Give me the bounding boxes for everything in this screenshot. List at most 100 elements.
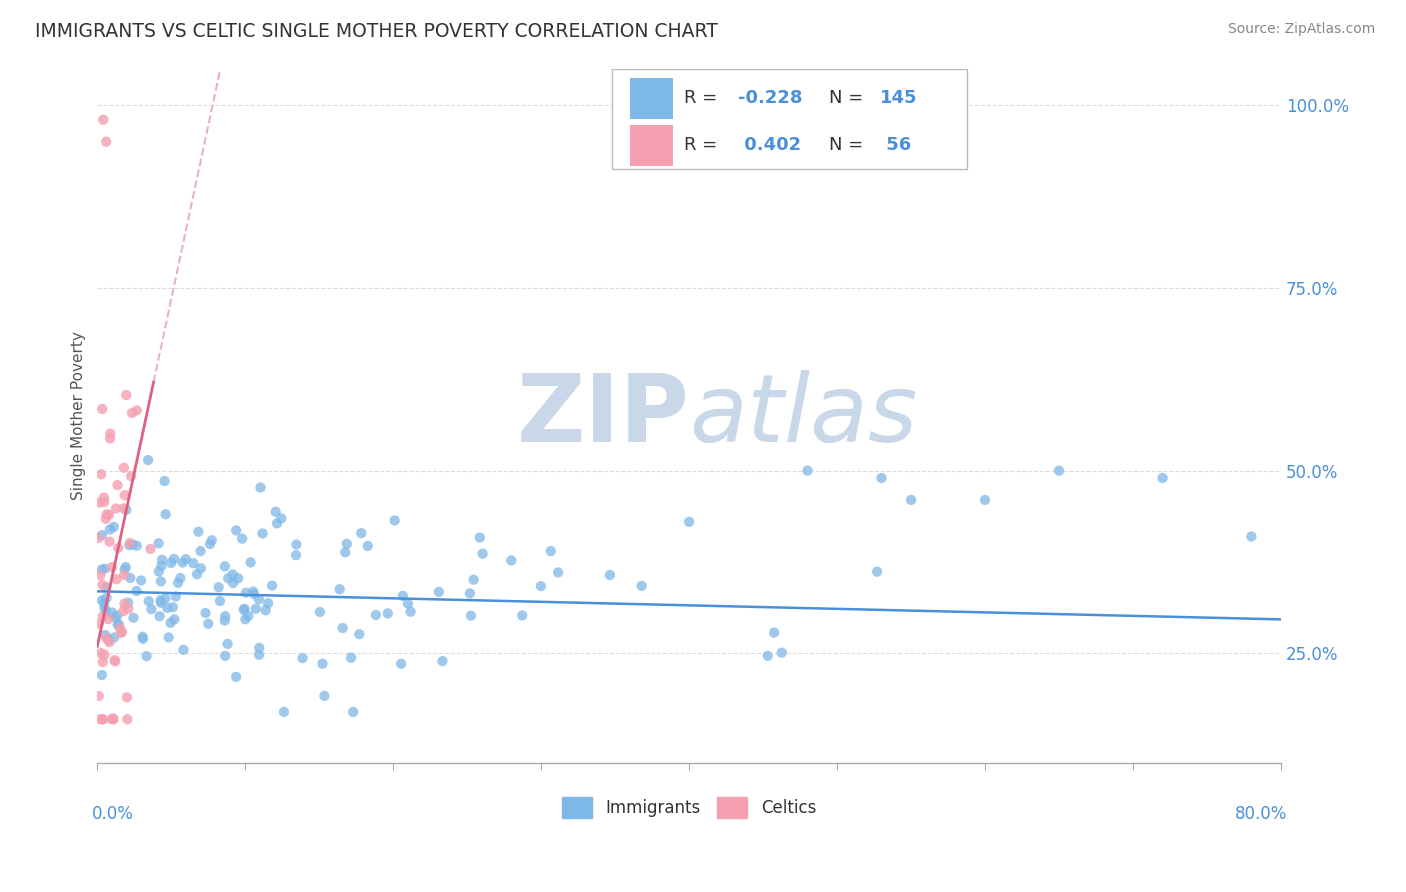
Point	[89, 568, 111, 582]
FancyBboxPatch shape	[612, 69, 967, 169]
Point	[233, 601, 256, 615]
Point	[460, 608, 482, 623]
Text: N =: N =	[828, 136, 863, 154]
Point	[309, 605, 332, 619]
Point	[217, 571, 239, 585]
Point	[108, 621, 131, 635]
Point	[194, 606, 217, 620]
Point	[245, 602, 267, 616]
Point	[974, 492, 997, 507]
Point	[225, 524, 247, 538]
Point	[226, 571, 249, 585]
Point	[121, 537, 143, 551]
Point	[249, 481, 271, 495]
Point	[233, 612, 256, 626]
Point	[162, 600, 184, 615]
Point	[90, 467, 112, 482]
Point	[156, 600, 179, 615]
Point	[167, 575, 190, 590]
Point	[103, 631, 125, 645]
Point	[132, 632, 155, 646]
Point	[96, 591, 118, 605]
Point	[153, 474, 176, 488]
Point	[1240, 529, 1263, 543]
Point	[222, 567, 245, 582]
Point	[350, 526, 373, 541]
Point	[94, 604, 117, 618]
Point	[357, 539, 380, 553]
Point	[98, 431, 121, 445]
Point	[201, 533, 224, 548]
Text: R =: R =	[685, 89, 724, 107]
Y-axis label: Single Mother Poverty: Single Mother Poverty	[72, 332, 86, 500]
Point	[377, 607, 399, 621]
Point	[94, 628, 117, 642]
Point	[118, 536, 141, 550]
Point	[364, 608, 387, 623]
Point	[239, 556, 262, 570]
Point	[160, 556, 183, 570]
Point	[238, 608, 260, 623]
Point	[93, 491, 115, 505]
Point	[763, 625, 786, 640]
Point	[115, 388, 138, 402]
Point	[112, 501, 135, 516]
Point	[118, 538, 141, 552]
Point	[120, 469, 142, 483]
Text: Source: ZipAtlas.com: Source: ZipAtlas.com	[1227, 22, 1375, 37]
Point	[214, 648, 236, 663]
Point	[285, 537, 308, 551]
Point	[217, 637, 239, 651]
Point	[149, 596, 172, 610]
Point	[866, 565, 889, 579]
Point	[91, 609, 114, 624]
Text: 56: 56	[880, 136, 911, 154]
Point	[159, 615, 181, 630]
Point	[110, 626, 132, 640]
Point	[547, 566, 569, 580]
Point	[231, 532, 253, 546]
Point	[101, 712, 124, 726]
Point	[214, 559, 236, 574]
Point	[291, 651, 314, 665]
Point	[90, 646, 112, 660]
Point	[471, 547, 494, 561]
Point	[349, 627, 371, 641]
Point	[101, 606, 124, 620]
Point	[89, 712, 111, 726]
Point	[131, 630, 153, 644]
Point	[98, 534, 121, 549]
Point	[91, 655, 114, 669]
Point	[114, 488, 136, 502]
Point	[389, 657, 412, 671]
Point	[262, 579, 284, 593]
Point	[93, 648, 115, 662]
Point	[93, 596, 115, 610]
Point	[125, 584, 148, 599]
Point	[458, 586, 481, 600]
Point	[108, 617, 131, 632]
Point	[198, 537, 221, 551]
Point	[150, 558, 173, 573]
Point	[900, 492, 922, 507]
Point	[266, 516, 288, 531]
Point	[270, 511, 292, 525]
Point	[150, 553, 173, 567]
Point	[329, 582, 352, 597]
Point	[115, 690, 138, 705]
Point	[172, 643, 194, 657]
Point	[172, 556, 194, 570]
Point	[399, 605, 422, 619]
Point	[335, 545, 357, 559]
Point	[114, 560, 136, 574]
Point	[135, 649, 157, 664]
Point	[232, 603, 254, 617]
Point	[91, 712, 114, 726]
Point	[114, 562, 136, 576]
Point	[96, 632, 118, 646]
Point	[242, 584, 264, 599]
Point	[97, 612, 120, 626]
Point	[163, 612, 186, 626]
Point	[107, 617, 129, 632]
FancyBboxPatch shape	[630, 78, 672, 119]
